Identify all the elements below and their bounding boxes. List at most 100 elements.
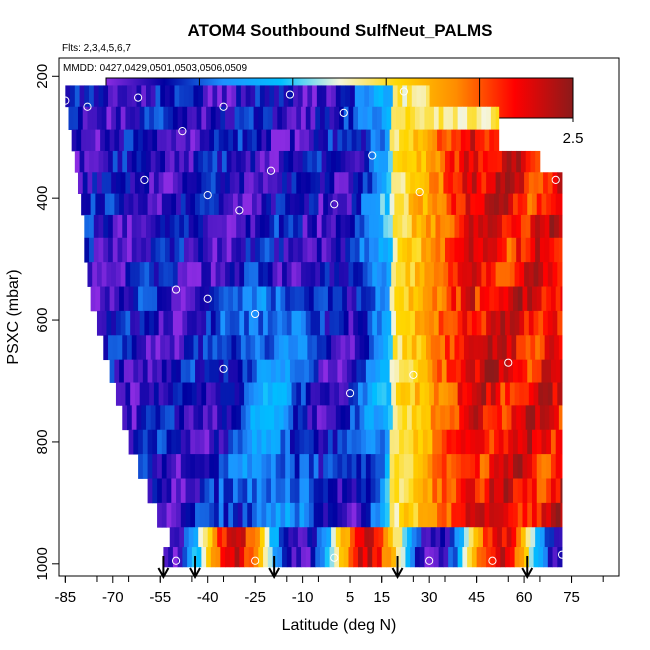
heatmap-cell <box>481 310 487 336</box>
heatmap-cell <box>207 85 213 108</box>
heatmap-cell <box>278 335 285 361</box>
heatmap-cell <box>179 335 185 361</box>
heatmap-cell <box>433 382 440 406</box>
heatmap-cell <box>128 359 134 383</box>
heatmap-cell <box>196 262 202 287</box>
heatmap-cell <box>397 85 403 108</box>
sample-point <box>425 556 434 565</box>
heatmap-cell <box>251 129 258 152</box>
heatmap-cell <box>432 359 438 383</box>
heatmap-cell <box>481 172 487 194</box>
heatmap-cell <box>350 335 356 361</box>
heatmap-cell <box>329 382 335 406</box>
heatmap-cell <box>315 547 321 568</box>
heatmap-cell <box>180 193 186 216</box>
heatmap-cell <box>269 405 275 431</box>
heatmap-cell <box>438 106 444 131</box>
heatmap-cell <box>465 193 471 216</box>
heatmap-cell <box>141 335 147 361</box>
heatmap-cell <box>373 237 379 263</box>
heatmap-cell <box>214 286 220 312</box>
heatmap-cell <box>421 214 427 239</box>
heatmap-cell <box>144 262 150 287</box>
heatmap-cell <box>418 429 424 455</box>
heatmap-cell <box>365 502 372 528</box>
heatmap-cell <box>505 310 511 336</box>
heatmap-cell <box>407 85 413 108</box>
heatmap-cell <box>255 85 261 108</box>
heatmap-cell <box>130 310 136 336</box>
heatmap-cell <box>530 214 536 239</box>
heatmap-cell <box>329 262 335 287</box>
heatmap-cell <box>119 193 125 216</box>
heatmap-cell <box>381 262 387 287</box>
sample-point <box>557 550 567 559</box>
heatmap-cell <box>511 335 517 361</box>
heatmap-cell <box>389 286 395 312</box>
heatmap-cell <box>369 527 375 548</box>
heatmap-cell <box>546 359 552 383</box>
heatmap-cell <box>433 262 440 287</box>
heatmap-cell <box>214 454 220 479</box>
heatmap-cell <box>304 502 310 528</box>
heatmap-cell <box>288 405 294 431</box>
heatmap-cell <box>185 129 191 152</box>
heatmap-cell <box>152 454 158 479</box>
heatmap-cell <box>505 547 511 568</box>
heatmap-cell <box>340 405 346 431</box>
heatmap-cell <box>361 193 367 216</box>
heatmap-cell <box>261 502 267 528</box>
heatmap-cell <box>229 382 235 406</box>
heatmap-cell <box>342 286 348 312</box>
heatmap-cell <box>373 405 379 431</box>
heatmap-cell <box>539 527 546 548</box>
heatmap-cell <box>397 150 403 173</box>
heatmap-cell <box>73 106 79 131</box>
heatmap-cell <box>302 405 308 431</box>
heatmap-cell <box>307 85 313 108</box>
heatmap-cell <box>354 150 360 173</box>
heatmap-cell <box>517 502 523 528</box>
heatmap-cell <box>479 502 485 528</box>
heatmap-cell <box>353 547 359 568</box>
heatmap-cell <box>128 286 134 312</box>
heatmap-cell <box>348 382 354 406</box>
heatmap-cell <box>195 454 201 479</box>
heatmap-cell <box>400 547 406 568</box>
heatmap-cell <box>506 214 512 239</box>
heatmap-cell <box>90 286 96 312</box>
heatmap-cell <box>185 359 191 383</box>
heatmap-cell <box>263 547 269 568</box>
heatmap-cell <box>519 262 525 287</box>
heatmap-cell <box>278 85 285 108</box>
heatmap-cell <box>332 193 338 216</box>
heatmap-cell <box>318 478 324 504</box>
heatmap-cell <box>174 150 180 173</box>
heatmap-cell <box>250 85 256 108</box>
heatmap-cell <box>261 478 267 504</box>
heatmap-cell <box>149 172 155 194</box>
heatmap-cell <box>168 262 174 287</box>
heatmap-cell <box>274 405 280 431</box>
heatmap-cell <box>225 547 231 568</box>
heatmap-cell <box>539 335 546 361</box>
heatmap-cell <box>251 478 258 504</box>
heatmap-cell <box>479 454 485 479</box>
heatmap-cell <box>438 172 444 194</box>
heatmap-cell <box>413 193 419 216</box>
heatmap-cell <box>452 382 459 406</box>
heatmap-cell <box>256 429 262 455</box>
heatmap-cell <box>138 429 144 455</box>
heatmap-cell <box>500 382 506 406</box>
heatmap-cell <box>278 237 285 263</box>
heatmap-cell <box>448 106 454 131</box>
heatmap-cell <box>171 429 177 455</box>
heatmap-cell <box>267 382 273 406</box>
heatmap-cell <box>343 106 349 131</box>
heatmap-cell <box>127 335 133 361</box>
heatmap-cell <box>449 527 455 548</box>
heatmap-cell <box>242 286 248 312</box>
heatmap-cell <box>111 172 117 194</box>
heatmap-cell <box>533 547 539 568</box>
heatmap-cell <box>456 502 462 528</box>
